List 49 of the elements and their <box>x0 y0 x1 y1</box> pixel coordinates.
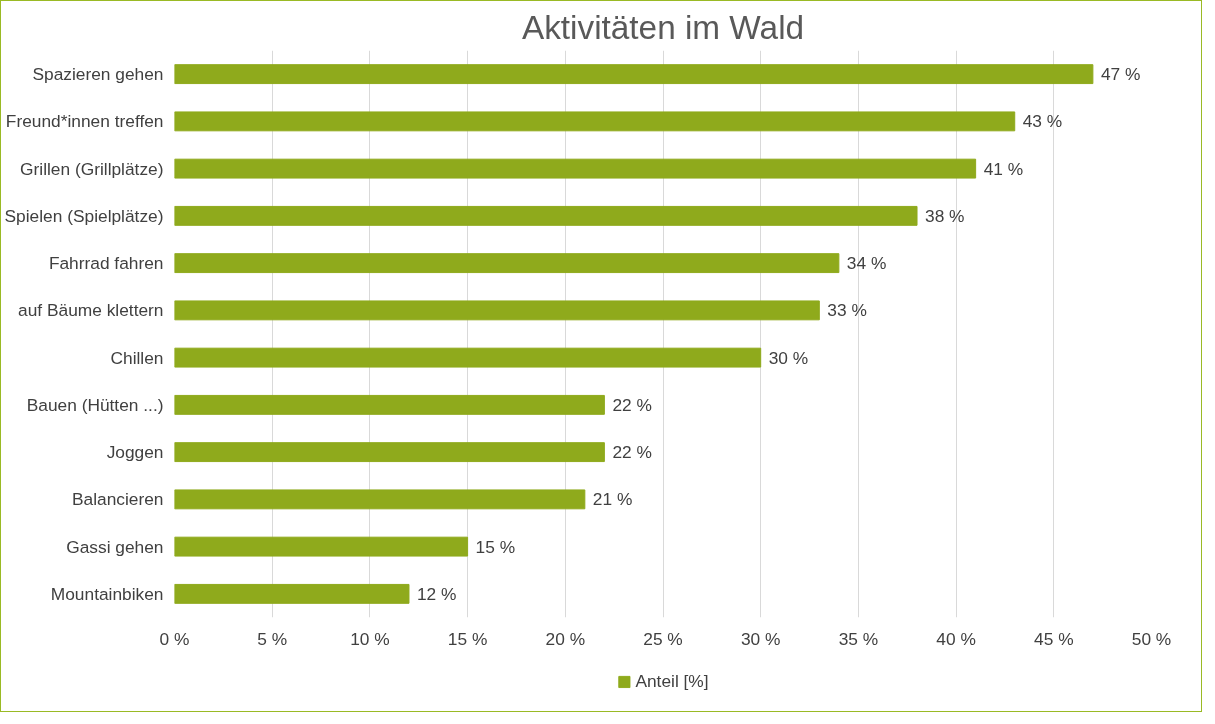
bar <box>174 300 820 321</box>
y-tick-label: auf Bäume klettern <box>18 300 164 321</box>
x-tick-label: 15 % <box>447 628 488 649</box>
x-tick-label: 20 % <box>545 628 586 649</box>
x-tick-label: 10 % <box>350 628 390 649</box>
y-tick-label: Spielen (Spielplätze) <box>4 205 164 226</box>
x-tick-label: 50 % <box>1131 628 1172 649</box>
bar <box>174 394 605 415</box>
data-label: 30 % <box>768 347 809 368</box>
bar <box>174 442 605 463</box>
data-label: 21 % <box>592 489 633 510</box>
data-label: 41 % <box>983 158 1024 179</box>
bar <box>174 536 469 557</box>
data-label: 22 % <box>612 394 652 415</box>
x-tick-label: 40 % <box>936 628 976 649</box>
y-tick-label: Grillen (Grillplätze) <box>20 158 164 179</box>
bar <box>174 158 977 179</box>
x-tick-label: 35 % <box>838 628 879 649</box>
x-tick-label: 45 % <box>1034 628 1074 649</box>
data-label: 33 % <box>827 300 867 321</box>
bar <box>174 253 840 274</box>
y-tick-label: Bauen (Hütten ...) <box>26 394 164 415</box>
x-tick-label: 25 % <box>643 628 683 649</box>
data-label: 15 % <box>475 536 516 557</box>
data-label: 22 % <box>612 442 652 463</box>
y-tick-label: Freund*innen treffen <box>5 111 164 132</box>
y-tick-label: Joggen <box>106 442 164 463</box>
data-label: 47 % <box>1100 64 1141 85</box>
bar <box>174 205 918 226</box>
bar <box>174 64 1094 85</box>
y-tick-label: Mountainbiken <box>50 583 164 604</box>
y-tick-label: Balancieren <box>71 489 164 510</box>
bar <box>174 489 586 510</box>
bar <box>174 583 410 604</box>
data-label: 12 % <box>416 583 457 604</box>
data-label: 34 % <box>846 253 887 274</box>
x-tick-label: 0 % <box>159 628 190 649</box>
x-tick-label: 5 % <box>257 628 288 649</box>
y-tick-label: Gassi gehen <box>66 536 164 557</box>
y-tick-label: Fahrrad fahren <box>48 253 164 274</box>
y-tick-label: Spazieren gehen <box>32 64 164 85</box>
x-tick-label: 30 % <box>740 628 781 649</box>
data-label: 43 % <box>1022 111 1063 132</box>
bar <box>174 347 762 368</box>
y-tick-label: Chillen <box>110 347 164 368</box>
legend-label: Anteil [%] <box>635 670 709 692</box>
bar <box>174 111 1016 132</box>
chart-title: Aktivitäten im Wald <box>521 8 805 46</box>
data-label: 38 % <box>925 205 965 226</box>
